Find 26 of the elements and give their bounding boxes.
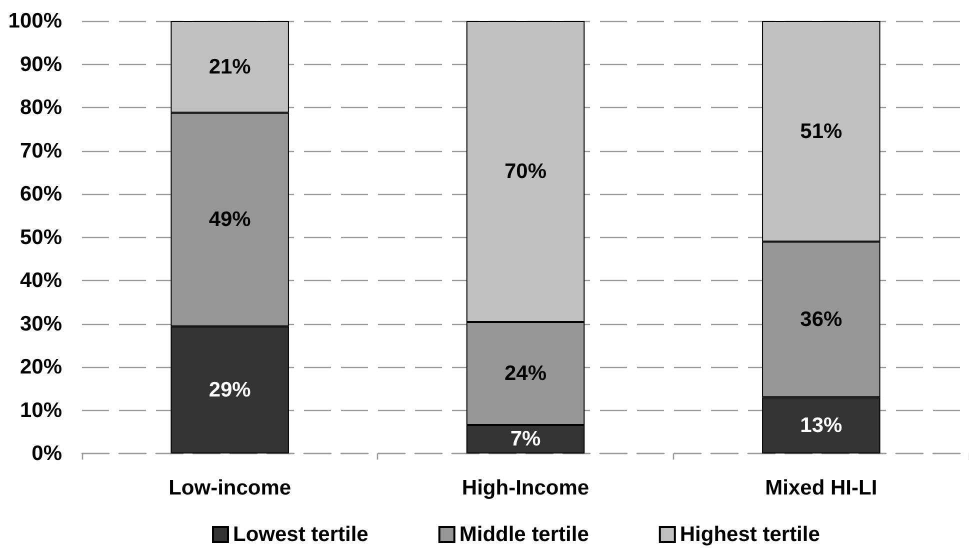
x-tick-label: High-Income <box>462 476 590 500</box>
y-tick-label: 30% <box>20 312 62 336</box>
y-tick-label: 80% <box>20 96 62 119</box>
y-tick-label: 70% <box>20 139 62 162</box>
data-label: 29% <box>208 378 252 402</box>
data-label: 70% <box>504 160 547 184</box>
x-tick-label: Mixed HI-LI <box>765 476 878 500</box>
data-label: 36% <box>800 308 843 331</box>
y-tick-label: 90% <box>20 52 62 76</box>
legend-label: Highest tertile <box>680 523 820 546</box>
legend-label: Middle tertile <box>459 523 589 546</box>
data-label: 7% <box>510 428 541 451</box>
y-tick-label: 50% <box>20 226 62 249</box>
y-tick-label: 100% <box>8 10 62 32</box>
y-tick-label: 20% <box>20 356 62 378</box>
y-tick-label: 10% <box>20 398 62 422</box>
data-label: 49% <box>208 208 252 232</box>
y-tick-label: 0% <box>32 442 62 465</box>
y-tick-label: 60% <box>20 182 62 206</box>
data-label: 24% <box>504 362 547 385</box>
y-tick-label: 40% <box>20 269 62 292</box>
x-tick-label: Low-income <box>168 476 292 500</box>
data-label: 13% <box>800 414 843 437</box>
legend-label: Lowest tertile <box>233 523 368 546</box>
data-label: 51% <box>800 120 843 143</box>
data-label: 21% <box>208 55 252 78</box>
